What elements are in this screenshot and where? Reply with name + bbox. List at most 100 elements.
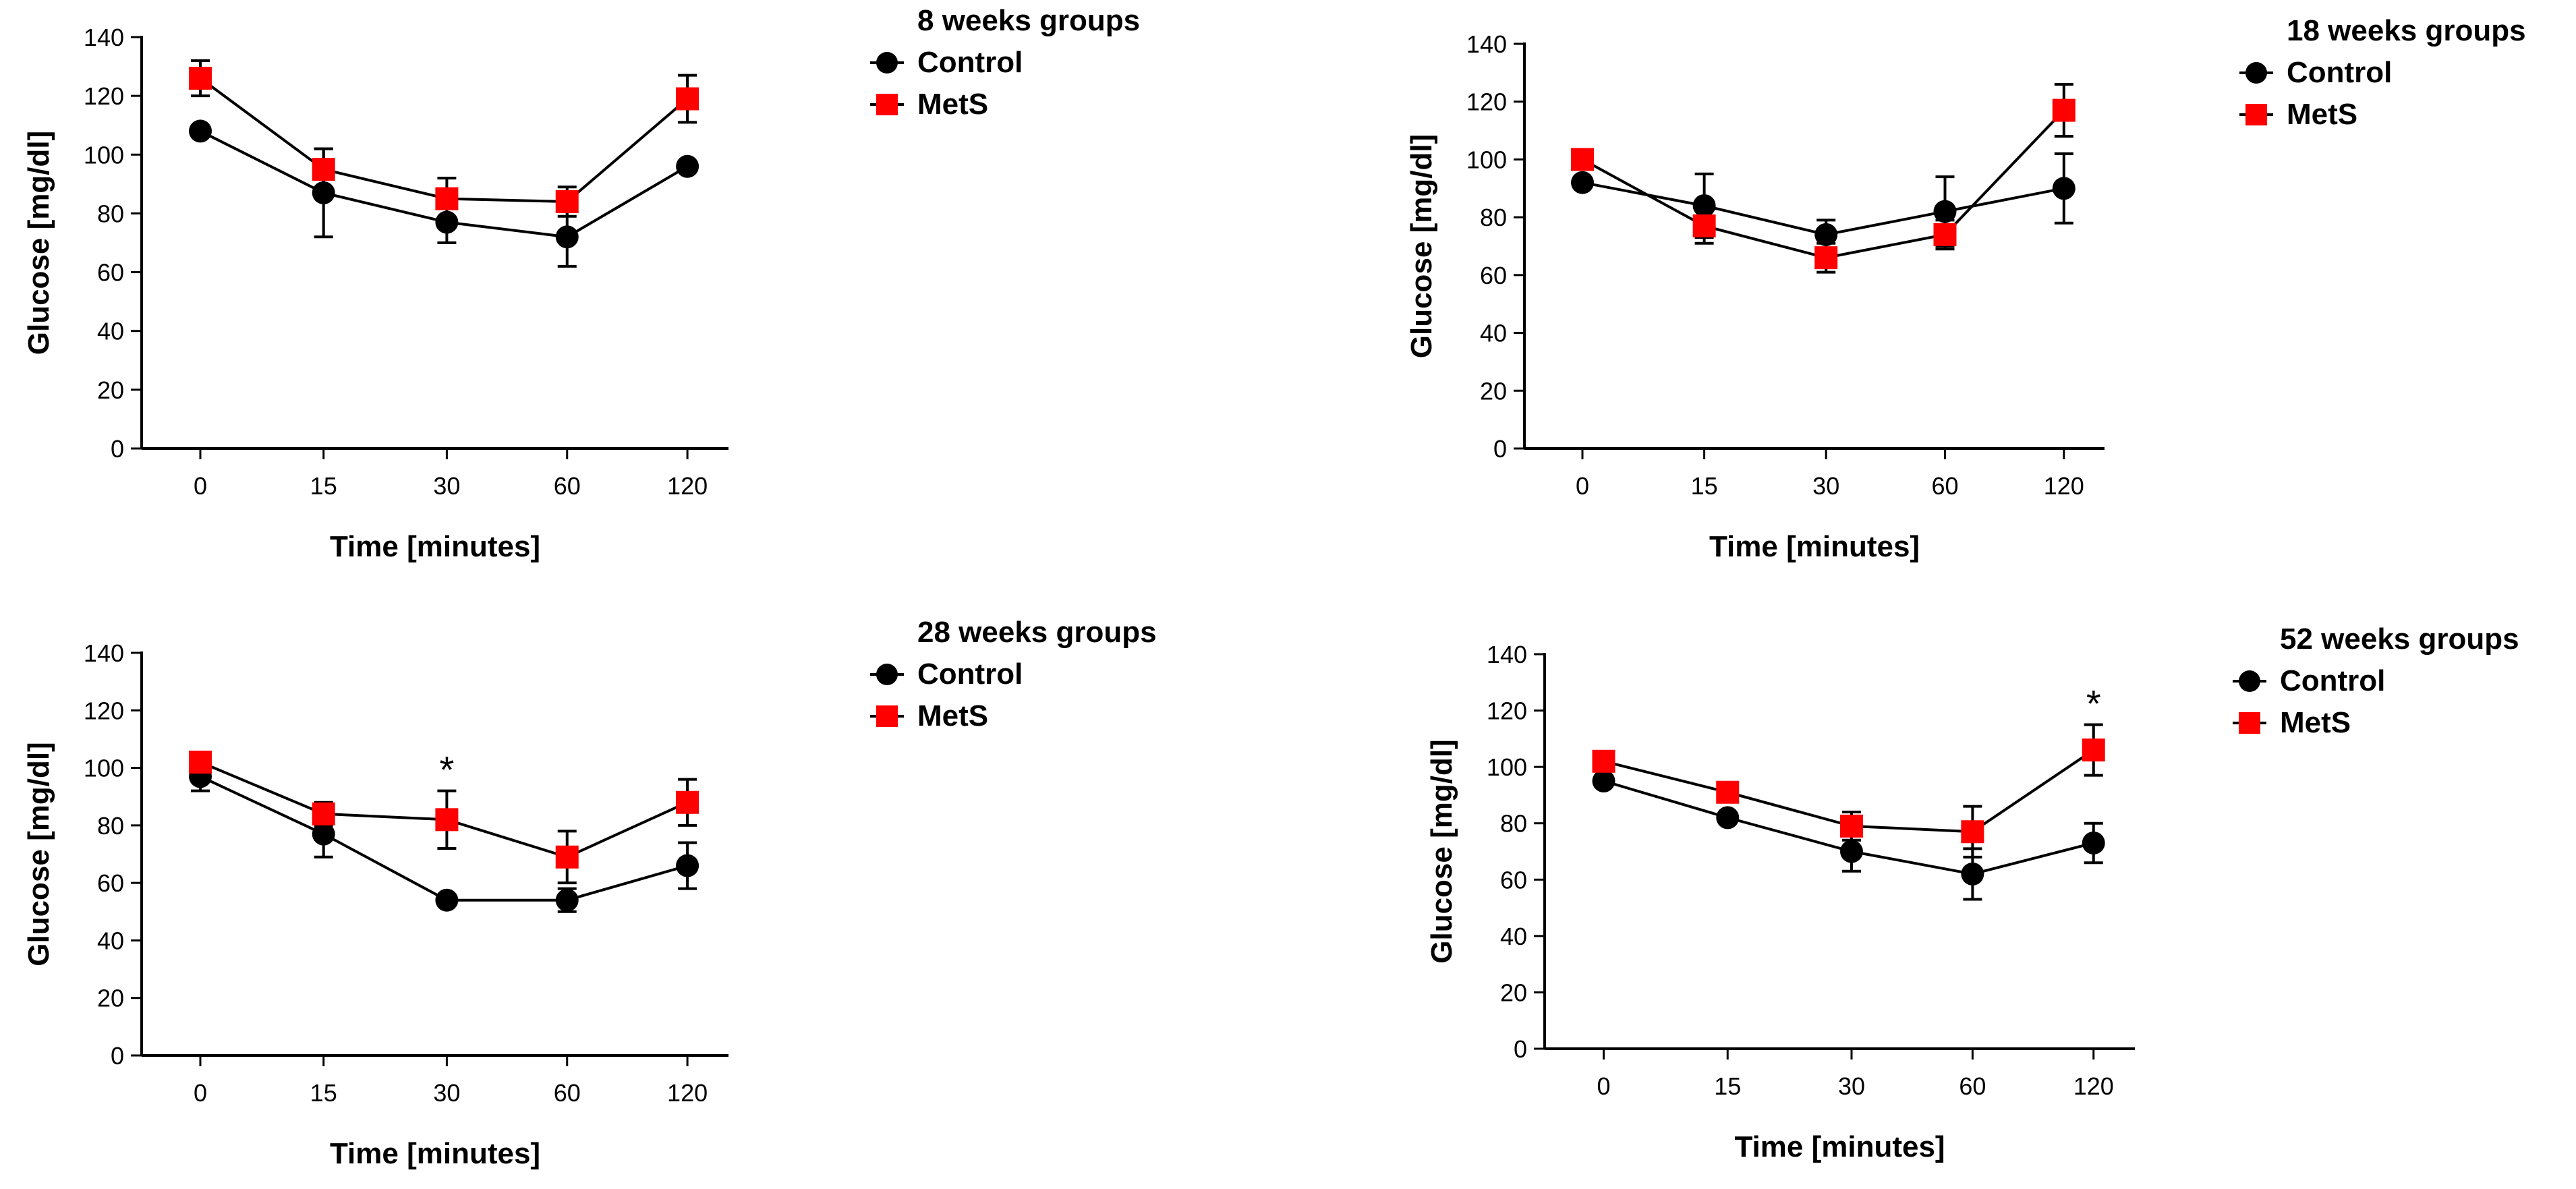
data-point-control: [1933, 200, 1957, 223]
data-point-control: [312, 181, 335, 204]
y-axis-title: Glucose [mg/dl]: [1425, 739, 1458, 963]
chart-svg: 0 20 40 60 80 100 120 140 0 15 30 60 120 Time [minute…: [22, 4, 1140, 563]
x-tick-label: 0: [1597, 1072, 1610, 1100]
y-tick-label: 60: [97, 869, 124, 897]
legend-item-mets: MetS: [2239, 98, 2357, 131]
legend-marker: [876, 664, 898, 685]
data-point-control: [676, 854, 699, 877]
data-point-control: [2082, 831, 2105, 854]
legend-marker: [2239, 712, 2260, 734]
data-point-mets: [1814, 246, 1838, 270]
legend-marker: [876, 705, 898, 727]
legend-item-mets: MetS: [2233, 706, 2351, 739]
x-tick-label: 15: [1714, 1072, 1741, 1100]
legend: 8 weeks groups Control MetS: [870, 4, 1140, 121]
legend: 18 weeks groups Control MetS: [2239, 14, 2526, 131]
data-point-mets: [435, 808, 459, 832]
chart-svg: 0 20 40 60 80 100 120 140 0 15 30 60 120 Time [minute…: [22, 616, 1157, 1170]
x-tick-label: 120: [2044, 472, 2084, 500]
data-point-mets: [189, 751, 212, 774]
x-axis-title: Time [minutes]: [1734, 1130, 1945, 1163]
data-point-mets: [1571, 148, 1594, 171]
legend-title: 52 weeks groups: [2280, 622, 2519, 656]
data-point-mets: [312, 802, 335, 825]
legend-label: Control: [917, 46, 1023, 79]
y-tick-label: 40: [1480, 320, 1507, 347]
data-point-control: [1592, 770, 1615, 793]
y-tick-label: 40: [97, 318, 124, 345]
x-tick-label: 120: [667, 472, 708, 500]
y-tick-label: 120: [84, 82, 124, 110]
y-tick-label: 100: [84, 141, 124, 169]
y-tick-label: 60: [97, 259, 124, 287]
data-point-mets: [555, 190, 579, 213]
data-point-control: [435, 888, 459, 912]
y-tick-label: 140: [84, 24, 124, 51]
x-tick-label: 15: [1691, 472, 1718, 500]
y-tick-label: 140: [1487, 641, 1527, 668]
legend: 28 weeks groups Control MetS: [870, 616, 1157, 732]
chart-panel-2: 0 20 40 60 80 100 120 140 0 15 30 60 120 Time [minute…: [1390, 0, 2576, 580]
y-tick-label: 80: [1480, 204, 1507, 231]
significance-marker: *: [440, 749, 455, 791]
legend-item-mets: MetS: [870, 88, 988, 121]
x-tick-label: 120: [2073, 1072, 2114, 1100]
y-tick-label: 120: [1487, 697, 1527, 725]
data-point-control: [1814, 223, 1838, 246]
data-point-control: [2052, 177, 2076, 200]
legend-label: MetS: [2280, 706, 2351, 739]
y-tick-label: 80: [97, 812, 124, 840]
data-point-control: [1840, 840, 1863, 863]
x-tick-label: 30: [433, 472, 460, 500]
series-line-mets: [199, 77, 689, 204]
series-line-control: [200, 775, 688, 902]
x-tick-label: 15: [310, 1079, 337, 1107]
legend-label: MetS: [2287, 98, 2357, 131]
x-tick-label: 30: [1812, 472, 1839, 500]
data-point-control: [555, 888, 579, 912]
x-tick-label: 60: [554, 1079, 581, 1107]
data-point-control: [189, 119, 212, 143]
data-point-control: [435, 210, 459, 234]
data-point-mets: [1692, 214, 1716, 237]
legend-label: MetS: [917, 699, 988, 732]
data-point-mets: [555, 845, 579, 869]
data-point-control: [1716, 806, 1740, 830]
chart-panel-3: 0 20 40 60 80 100 120 140 0 15 30 60 120 Time [minute…: [0, 607, 1255, 1189]
y-tick-label: 140: [84, 639, 124, 667]
y-tick-label: 60: [1500, 866, 1527, 894]
significance-marker: *: [2086, 682, 2101, 724]
y-tick-label: 0: [111, 435, 124, 463]
legend-item-control: Control: [870, 46, 1023, 79]
x-tick-label: 0: [194, 1079, 207, 1107]
data-point-mets: [189, 67, 212, 90]
chart-panel-1: 0 20 40 60 80 100 120 140 0 15 30 60 120 Time [minute…: [0, 0, 1255, 580]
legend-label: MetS: [917, 88, 988, 121]
y-tick-label: 80: [97, 200, 124, 227]
y-tick-label: 100: [84, 755, 124, 782]
legend-title: 28 weeks groups: [917, 616, 1157, 649]
legend-title: 18 weeks groups: [2287, 14, 2526, 47]
y-tick-label: 60: [1480, 262, 1507, 289]
legend-marker: [876, 94, 898, 115]
data-point-mets: [676, 87, 699, 111]
data-point-mets: [1716, 780, 1740, 804]
legend-title: 8 weeks groups: [917, 4, 1140, 37]
data-point-mets: [312, 158, 335, 181]
data-point-mets: [435, 187, 459, 210]
y-axis-title: Glucose [mg/dl]: [1405, 134, 1438, 358]
data-point-control: [1571, 171, 1594, 194]
y-tick-label: 140: [1466, 30, 1507, 58]
x-tick-label: 60: [554, 472, 581, 500]
legend-item-control: Control: [870, 658, 1023, 691]
x-tick-label: 15: [310, 472, 337, 500]
data-point-mets: [1961, 820, 1984, 844]
data-point-mets: [2052, 98, 2076, 122]
legend-marker: [2245, 62, 2267, 84]
x-tick-label: 30: [433, 1079, 460, 1107]
y-tick-label: 20: [1480, 377, 1507, 405]
data-point-control: [312, 822, 335, 846]
legend-label: Control: [2280, 664, 2385, 697]
y-tick-label: 20: [1500, 979, 1527, 1006]
